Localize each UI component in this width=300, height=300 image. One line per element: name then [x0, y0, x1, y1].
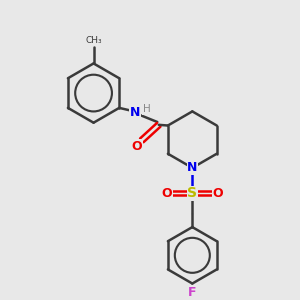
Text: N: N [130, 106, 140, 118]
Text: H: H [143, 104, 151, 114]
Text: N: N [187, 161, 197, 174]
Text: O: O [212, 187, 223, 200]
Text: O: O [131, 140, 142, 153]
Text: S: S [187, 186, 197, 200]
Text: CH₃: CH₃ [85, 36, 102, 45]
Text: O: O [162, 187, 172, 200]
Text: F: F [188, 286, 196, 298]
